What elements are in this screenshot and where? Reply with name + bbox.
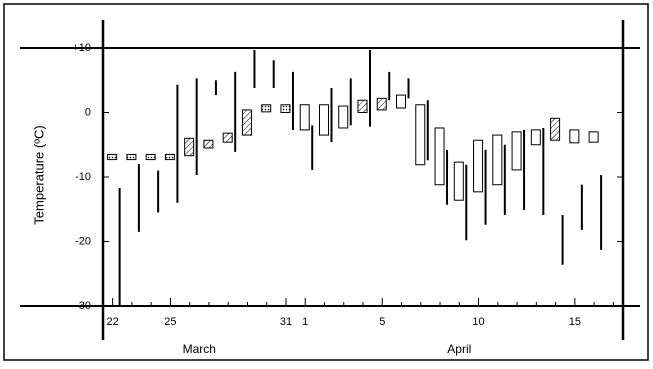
range-box bbox=[530, 129, 541, 146]
range-box bbox=[261, 104, 272, 113]
range-box bbox=[376, 97, 387, 111]
y-tick-label: -10 bbox=[75, 171, 91, 183]
range-box bbox=[145, 153, 156, 161]
range-box bbox=[203, 139, 214, 149]
range-box bbox=[357, 99, 368, 114]
range-box bbox=[299, 104, 310, 131]
month-label: March bbox=[183, 342, 216, 356]
range-box bbox=[318, 104, 329, 136]
y-tick-label: -20 bbox=[75, 235, 91, 247]
x-tick-label: 31 bbox=[280, 316, 292, 328]
month-label: April bbox=[447, 342, 471, 356]
range-box bbox=[222, 132, 233, 143]
x-tick-label: 5 bbox=[379, 316, 385, 328]
range-box bbox=[396, 94, 407, 109]
range-box bbox=[453, 161, 464, 201]
range-box bbox=[511, 131, 522, 171]
frame bbox=[3, 3, 649, 361]
y-axis-label: Temperature (ºC) bbox=[31, 125, 46, 224]
range-box bbox=[588, 131, 599, 143]
range-box bbox=[184, 137, 195, 157]
y-tick-label: 0 bbox=[85, 106, 91, 118]
range-box bbox=[338, 105, 349, 129]
range-box bbox=[492, 134, 503, 186]
range-box bbox=[107, 153, 118, 161]
x-tick-label: 1 bbox=[302, 316, 308, 328]
range-box bbox=[164, 153, 175, 161]
range-box bbox=[415, 104, 426, 166]
x-tick-label: 10 bbox=[472, 316, 484, 328]
range-box bbox=[241, 109, 252, 136]
range-box bbox=[550, 117, 561, 141]
range-box bbox=[280, 104, 291, 114]
x-tick-label: 15 bbox=[569, 316, 581, 328]
range-box bbox=[126, 153, 137, 161]
range-box bbox=[434, 127, 445, 186]
range-box bbox=[569, 129, 580, 144]
x-tick-label: 22 bbox=[107, 316, 119, 328]
range-box bbox=[473, 139, 484, 193]
x-tick-label: 25 bbox=[164, 316, 176, 328]
